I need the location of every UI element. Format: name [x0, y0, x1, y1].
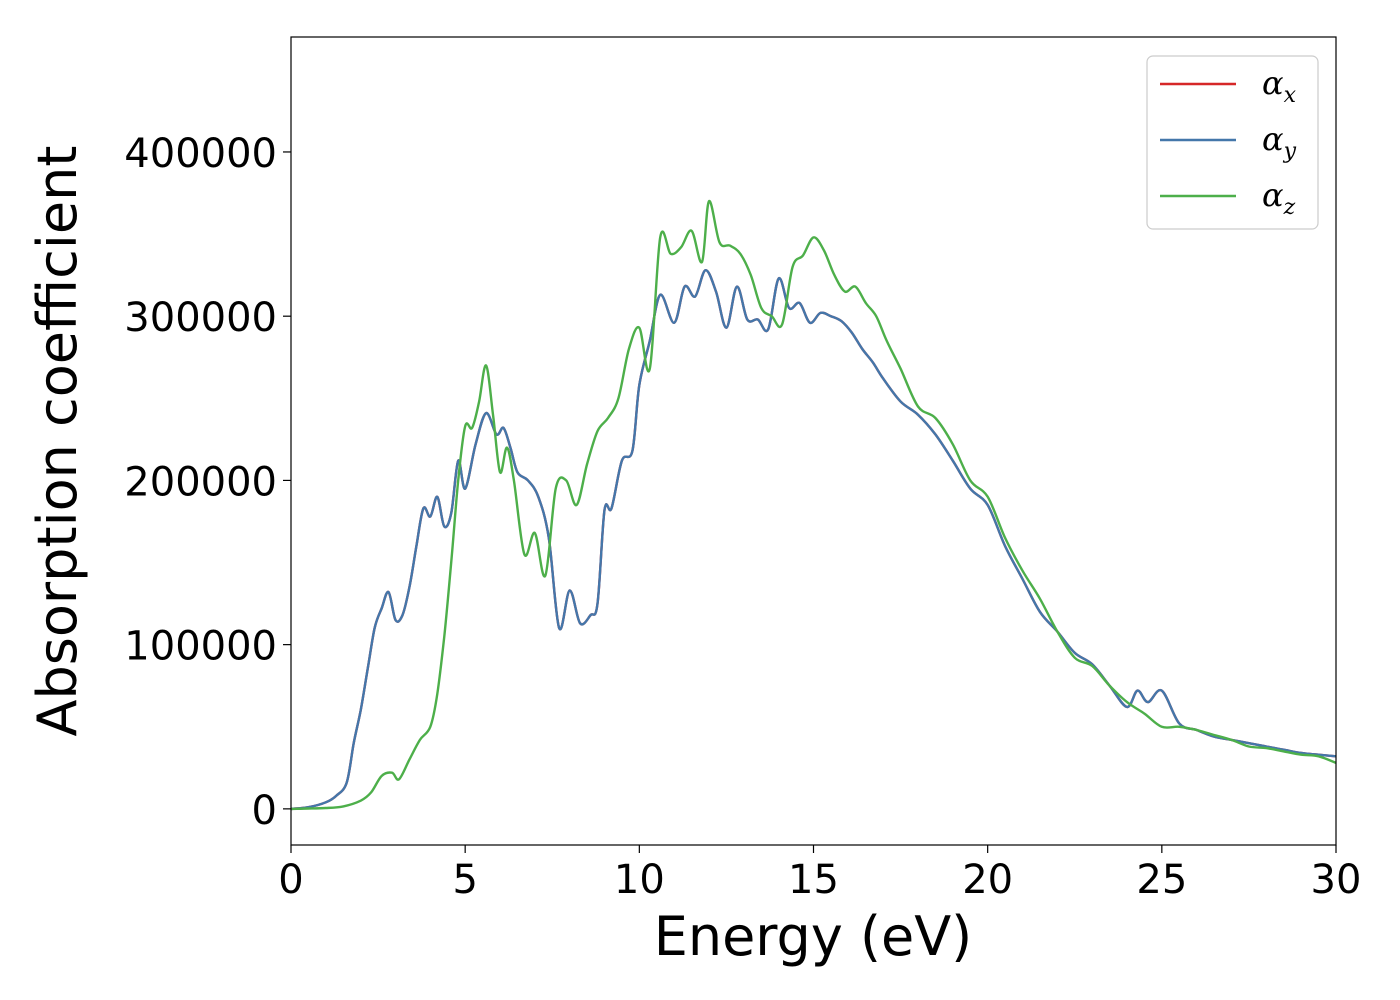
- legend-symbol: α: [1262, 176, 1284, 214]
- legend-subscript: x: [1284, 83, 1297, 108]
- legend-label-y: αy: [1262, 120, 1297, 164]
- y-axis-label: Absorption coefficient: [26, 146, 89, 737]
- x-tick-label: 20: [962, 857, 1013, 903]
- y-tick-label: 400000: [124, 131, 277, 177]
- series-layer: [290, 199, 1337, 811]
- series-line-z: [290, 199, 1337, 811]
- x-tick-label: 30: [1311, 857, 1362, 903]
- y-axis: 0 100000 200000 300000 400000: [124, 131, 291, 834]
- legend-subscript: y: [1283, 139, 1297, 164]
- x-tick-label: 0: [278, 857, 303, 903]
- x-tick-label: 25: [1136, 857, 1187, 903]
- series-line-y: [290, 269, 1337, 811]
- x-axis: 0 5 10 15 20 25 30: [278, 845, 1361, 903]
- y-tick-label: 0: [252, 788, 277, 834]
- y-tick-label: 300000: [124, 295, 277, 341]
- y-tick-label: 100000: [124, 624, 277, 670]
- legend-symbol: α: [1262, 120, 1284, 158]
- x-tick-label: 15: [788, 857, 839, 903]
- x-tick-label: 10: [614, 857, 665, 903]
- legend-label-z: αz: [1262, 176, 1296, 220]
- y-tick-label: 200000: [124, 459, 277, 505]
- legend-box: [1146, 55, 1319, 230]
- x-tick-label: 5: [452, 857, 477, 903]
- x-axis-label: Energy (eV): [654, 905, 973, 968]
- legend-label-x: αx: [1262, 64, 1297, 108]
- legend-symbol: α: [1262, 64, 1284, 102]
- legend-subscript: z: [1283, 195, 1296, 220]
